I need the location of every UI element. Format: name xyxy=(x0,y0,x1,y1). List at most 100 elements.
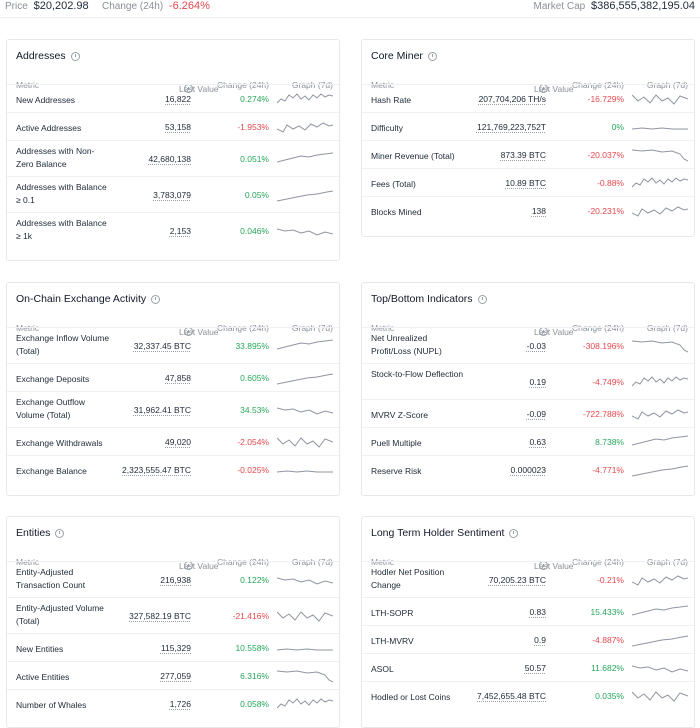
change-value: -0.21% xyxy=(597,575,624,585)
sparkline-chart[interactable] xyxy=(277,184,333,206)
last-value[interactable]: 2,153 xyxy=(169,226,191,236)
last-value[interactable]: 47,858 xyxy=(165,373,191,383)
sparkline-chart[interactable] xyxy=(632,88,688,110)
last-value[interactable]: 0.19 xyxy=(529,377,546,387)
sparkline-path xyxy=(632,149,688,162)
table-row[interactable]: Entity-Adjusted Volume (Total) 327,582.1… xyxy=(7,597,339,633)
info-icon[interactable] xyxy=(55,528,65,538)
sparkline-chart[interactable] xyxy=(277,693,333,715)
table-row[interactable]: Stock-to-Flow Deflection 0.19 -4.749% xyxy=(362,363,694,399)
sparkline-chart[interactable] xyxy=(632,403,688,425)
sparkline-chart[interactable] xyxy=(277,569,333,591)
table-row[interactable]: Hodler Net Position Change 70,205.23 BTC… xyxy=(362,561,694,597)
table-row[interactable]: Number of Whales 1,726 0.058% xyxy=(7,689,339,717)
last-value[interactable]: -0.03 xyxy=(526,341,546,351)
table-row[interactable]: Exchange Balance 2,323,555.47 BTC -0.025… xyxy=(7,455,339,483)
table-row[interactable]: Addresses with Balance ≥ 0.1 3,783,079 0… xyxy=(7,176,339,212)
sparkline-chart[interactable] xyxy=(632,172,688,194)
last-value[interactable]: 53,158 xyxy=(165,122,191,132)
table-row[interactable]: Active Addresses 53,158 -1.953% xyxy=(7,112,339,140)
info-icon[interactable] xyxy=(427,51,437,61)
sparkline-chart[interactable] xyxy=(277,148,333,170)
table-row[interactable]: Reserve Risk 0.000023 -4.771% xyxy=(362,455,694,483)
sparkline-chart[interactable] xyxy=(277,459,333,481)
last-value[interactable]: 0.9 xyxy=(534,635,546,645)
sparkline-chart[interactable] xyxy=(277,605,333,627)
sparkline-chart[interactable] xyxy=(632,459,688,481)
last-value[interactable]: 49,020 xyxy=(165,437,191,447)
sparkline-chart[interactable] xyxy=(277,116,333,138)
table-row[interactable]: Difficulty 121,769,223,752T 0% xyxy=(362,112,694,140)
sparkline-chart[interactable] xyxy=(277,637,333,659)
last-value[interactable]: 277,059 xyxy=(160,671,191,681)
sparkline-chart[interactable] xyxy=(632,431,688,453)
table-row[interactable]: MVRV Z-Score -0.09 -722.788% xyxy=(362,399,694,427)
table-row[interactable]: Exchange Deposits 47,858 0.605% xyxy=(7,363,339,391)
sparkline-chart[interactable] xyxy=(277,367,333,389)
table-row[interactable]: Exchange Inflow Volume (Total) 32,337.45… xyxy=(7,327,339,363)
sparkline-chart[interactable] xyxy=(277,665,333,687)
last-value[interactable]: 115,329 xyxy=(160,643,191,653)
table-row[interactable]: New Addresses 16,822 0.274% xyxy=(7,84,339,112)
table-row[interactable]: LTH-MVRV 0.9 -4.887% xyxy=(362,625,694,653)
last-value[interactable]: 0.000023 xyxy=(510,465,546,475)
last-value[interactable]: 1,726 xyxy=(169,699,191,709)
table-row[interactable]: Puell Multiple 0.63 8.738% xyxy=(362,427,694,455)
sparkline-chart[interactable] xyxy=(277,431,333,453)
table-row[interactable]: Hodled or Lost Coins 7,452,655.48 BTC 0.… xyxy=(362,681,694,709)
info-icon[interactable] xyxy=(151,294,161,304)
info-icon[interactable] xyxy=(509,528,519,538)
last-value[interactable]: 50.57 xyxy=(524,663,546,673)
last-value[interactable]: 0.83 xyxy=(529,607,546,617)
last-value[interactable]: 7,452,655.48 BTC xyxy=(477,691,546,701)
table-row[interactable]: Exchange Outflow Volume (Total) 31,962.4… xyxy=(7,391,339,427)
table-row[interactable]: LTH-SOPR 0.83 15.433% xyxy=(362,597,694,625)
last-value[interactable]: 873.39 BTC xyxy=(500,150,546,160)
info-icon[interactable] xyxy=(477,294,487,304)
last-value[interactable]: 16,822 xyxy=(165,94,191,104)
sparkline-chart[interactable] xyxy=(632,657,688,679)
table-row[interactable]: Net Unrealized Profit/Loss (NUPL) -0.03 … xyxy=(362,327,694,363)
table-row[interactable]: Exchange Withdrawals 49,020 -2.054% xyxy=(7,427,339,455)
sparkline-chart[interactable] xyxy=(277,88,333,110)
last-value[interactable]: 0.63 xyxy=(529,437,546,447)
sparkline-chart[interactable] xyxy=(277,220,333,242)
last-value[interactable]: -0.09 xyxy=(526,409,546,419)
last-value[interactable]: 3,783,079 xyxy=(153,190,191,200)
last-value[interactable]: 31,962.41 BTC xyxy=(133,405,191,415)
sparkline-chart[interactable] xyxy=(632,685,688,707)
table-row[interactable]: ASOL 50.57 11.682% xyxy=(362,653,694,681)
last-value[interactable]: 2,323,555.47 BTC xyxy=(122,465,191,475)
sparkline-chart[interactable] xyxy=(632,335,688,357)
sparkline-chart[interactable] xyxy=(632,629,688,651)
last-value[interactable]: 32,337.45 BTC xyxy=(133,341,191,351)
table-row[interactable]: Active Entities 277,059 6.316% xyxy=(7,661,339,689)
last-value[interactable]: 10.89 BTC xyxy=(505,178,546,188)
table-row[interactable]: Addresses with Non-Zero Balance 42,680,1… xyxy=(7,140,339,176)
sparkline-chart[interactable] xyxy=(632,144,688,166)
table-row[interactable]: Addresses with Balance ≥ 1k 2,153 0.046% xyxy=(7,212,339,248)
sparkline-chart[interactable] xyxy=(277,335,333,357)
table-row[interactable]: Hash Rate 207,704,206 TH/s -16.729% xyxy=(362,84,694,112)
table-row[interactable]: New Entities 115,329 10.558% xyxy=(7,633,339,661)
last-value[interactable]: 42,680,138 xyxy=(148,154,191,164)
metric-name: MVRV Z-Score xyxy=(371,410,428,420)
sparkline-chart[interactable] xyxy=(277,399,333,421)
table-row[interactable]: Miner Revenue (Total) 873.39 BTC -20.037… xyxy=(362,140,694,168)
sparkline-chart[interactable] xyxy=(632,200,688,222)
sparkline-chart[interactable] xyxy=(632,601,688,623)
last-value[interactable]: 207,704,206 TH/s xyxy=(478,94,546,104)
card-title: Addresses xyxy=(16,50,80,62)
last-value[interactable]: 138 xyxy=(531,206,546,216)
sparkline-chart[interactable] xyxy=(632,371,688,393)
sparkline-chart[interactable] xyxy=(632,116,688,138)
sparkline-chart[interactable] xyxy=(632,569,688,591)
table-row[interactable]: Fees (Total) 10.89 BTC -0.88% xyxy=(362,168,694,196)
last-value[interactable]: 327,582.19 BTC xyxy=(129,611,191,621)
info-icon[interactable] xyxy=(70,51,80,61)
table-row[interactable]: Entity-Adjusted Transaction Count 216,93… xyxy=(7,561,339,597)
last-value[interactable]: 216,938 xyxy=(160,575,191,585)
table-row[interactable]: Blocks Mined 138 -20.231% xyxy=(362,196,694,224)
last-value[interactable]: 70,205.23 BTC xyxy=(488,575,546,585)
last-value[interactable]: 121,769,223,752T xyxy=(476,122,546,132)
